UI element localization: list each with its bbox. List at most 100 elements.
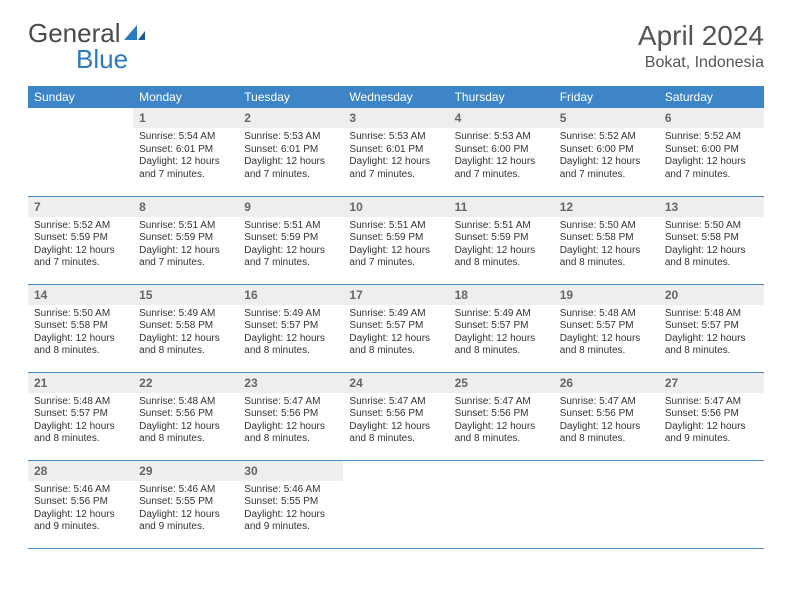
- calendar-day-cell: [554, 460, 659, 548]
- day-body: Sunrise: 5:49 AMSunset: 5:57 PMDaylight:…: [343, 305, 448, 363]
- day-number: 15: [133, 285, 238, 305]
- day-number: 13: [659, 197, 764, 217]
- day-body: Sunrise: 5:52 AMSunset: 5:59 PMDaylight:…: [28, 217, 133, 275]
- calendar-day-cell: 19Sunrise: 5:48 AMSunset: 5:57 PMDayligh…: [554, 284, 659, 372]
- day-body: Sunrise: 5:47 AMSunset: 5:56 PMDaylight:…: [659, 393, 764, 451]
- day-number: 19: [554, 285, 659, 305]
- calendar-day-cell: 11Sunrise: 5:51 AMSunset: 5:59 PMDayligh…: [449, 196, 554, 284]
- calendar-day-cell: 30Sunrise: 5:46 AMSunset: 5:55 PMDayligh…: [238, 460, 343, 548]
- day-number: 20: [659, 285, 764, 305]
- calendar-day-cell: 18Sunrise: 5:49 AMSunset: 5:57 PMDayligh…: [449, 284, 554, 372]
- day-body: Sunrise: 5:52 AMSunset: 6:00 PMDaylight:…: [554, 128, 659, 186]
- dayname-friday: Friday: [554, 86, 659, 108]
- month-title: April 2024: [638, 20, 764, 52]
- day-body: Sunrise: 5:47 AMSunset: 5:56 PMDaylight:…: [554, 393, 659, 451]
- calendar-day-cell: 14Sunrise: 5:50 AMSunset: 5:58 PMDayligh…: [28, 284, 133, 372]
- calendar-day-cell: [343, 460, 448, 548]
- day-body: Sunrise: 5:47 AMSunset: 5:56 PMDaylight:…: [238, 393, 343, 451]
- day-number: 7: [28, 197, 133, 217]
- calendar-day-cell: 20Sunrise: 5:48 AMSunset: 5:57 PMDayligh…: [659, 284, 764, 372]
- day-number: 3: [343, 108, 448, 128]
- calendar-day-cell: 4Sunrise: 5:53 AMSunset: 6:00 PMDaylight…: [449, 108, 554, 196]
- day-body: Sunrise: 5:47 AMSunset: 5:56 PMDaylight:…: [343, 393, 448, 451]
- calendar-day-cell: 8Sunrise: 5:51 AMSunset: 5:59 PMDaylight…: [133, 196, 238, 284]
- day-body: Sunrise: 5:49 AMSunset: 5:58 PMDaylight:…: [133, 305, 238, 363]
- calendar-day-cell: 24Sunrise: 5:47 AMSunset: 5:56 PMDayligh…: [343, 372, 448, 460]
- calendar-week-row: 7Sunrise: 5:52 AMSunset: 5:59 PMDaylight…: [28, 196, 764, 284]
- calendar-day-cell: 9Sunrise: 5:51 AMSunset: 5:59 PMDaylight…: [238, 196, 343, 284]
- day-body: Sunrise: 5:50 AMSunset: 5:58 PMDaylight:…: [554, 217, 659, 275]
- day-number: 23: [238, 373, 343, 393]
- day-number: 30: [238, 461, 343, 481]
- calendar-day-cell: 21Sunrise: 5:48 AMSunset: 5:57 PMDayligh…: [28, 372, 133, 460]
- day-number: 25: [449, 373, 554, 393]
- day-body: Sunrise: 5:53 AMSunset: 6:00 PMDaylight:…: [449, 128, 554, 186]
- day-body: Sunrise: 5:50 AMSunset: 5:58 PMDaylight:…: [659, 217, 764, 275]
- day-body: Sunrise: 5:49 AMSunset: 5:57 PMDaylight:…: [449, 305, 554, 363]
- day-number: 24: [343, 373, 448, 393]
- calendar-day-cell: 10Sunrise: 5:51 AMSunset: 5:59 PMDayligh…: [343, 196, 448, 284]
- dayname-thursday: Thursday: [449, 86, 554, 108]
- day-number: 17: [343, 285, 448, 305]
- day-number: 16: [238, 285, 343, 305]
- day-body: Sunrise: 5:51 AMSunset: 5:59 PMDaylight:…: [238, 217, 343, 275]
- day-body: Sunrise: 5:51 AMSunset: 5:59 PMDaylight:…: [133, 217, 238, 275]
- calendar-body: 1Sunrise: 5:54 AMSunset: 6:01 PMDaylight…: [28, 108, 764, 548]
- day-number: 10: [343, 197, 448, 217]
- day-number: 12: [554, 197, 659, 217]
- day-number: 2: [238, 108, 343, 128]
- day-body: Sunrise: 5:48 AMSunset: 5:57 PMDaylight:…: [554, 305, 659, 363]
- day-number: 21: [28, 373, 133, 393]
- dayname-tuesday: Tuesday: [238, 86, 343, 108]
- calendar-week-row: 1Sunrise: 5:54 AMSunset: 6:01 PMDaylight…: [28, 108, 764, 196]
- day-body: Sunrise: 5:46 AMSunset: 5:56 PMDaylight:…: [28, 481, 133, 539]
- dayname-saturday: Saturday: [659, 86, 764, 108]
- day-body: Sunrise: 5:46 AMSunset: 5:55 PMDaylight:…: [133, 481, 238, 539]
- calendar-day-cell: 6Sunrise: 5:52 AMSunset: 6:00 PMDaylight…: [659, 108, 764, 196]
- calendar-week-row: 14Sunrise: 5:50 AMSunset: 5:58 PMDayligh…: [28, 284, 764, 372]
- calendar-day-cell: 13Sunrise: 5:50 AMSunset: 5:58 PMDayligh…: [659, 196, 764, 284]
- day-number: 29: [133, 461, 238, 481]
- calendar-day-cell: 3Sunrise: 5:53 AMSunset: 6:01 PMDaylight…: [343, 108, 448, 196]
- logo-text-blue: Blue: [76, 44, 128, 74]
- calendar-day-cell: 27Sunrise: 5:47 AMSunset: 5:56 PMDayligh…: [659, 372, 764, 460]
- calendar-day-cell: 1Sunrise: 5:54 AMSunset: 6:01 PMDaylight…: [133, 108, 238, 196]
- calendar-day-cell: [659, 460, 764, 548]
- day-number: 18: [449, 285, 554, 305]
- day-body: Sunrise: 5:53 AMSunset: 6:01 PMDaylight:…: [343, 128, 448, 186]
- day-number: 14: [28, 285, 133, 305]
- calendar-day-cell: 26Sunrise: 5:47 AMSunset: 5:56 PMDayligh…: [554, 372, 659, 460]
- calendar-day-cell: 28Sunrise: 5:46 AMSunset: 5:56 PMDayligh…: [28, 460, 133, 548]
- calendar-day-cell: 22Sunrise: 5:48 AMSunset: 5:56 PMDayligh…: [133, 372, 238, 460]
- day-body: Sunrise: 5:47 AMSunset: 5:56 PMDaylight:…: [449, 393, 554, 451]
- day-number: 9: [238, 197, 343, 217]
- logo-sail-icon: [124, 20, 146, 46]
- day-number: 5: [554, 108, 659, 128]
- dayname-wednesday: Wednesday: [343, 86, 448, 108]
- header: GeneralBlue April 2024 Bokat, Indonesia: [28, 20, 764, 72]
- day-number: 11: [449, 197, 554, 217]
- logo: GeneralBlue: [28, 20, 148, 72]
- day-body: Sunrise: 5:52 AMSunset: 6:00 PMDaylight:…: [659, 128, 764, 186]
- day-number: 4: [449, 108, 554, 128]
- day-body: Sunrise: 5:49 AMSunset: 5:57 PMDaylight:…: [238, 305, 343, 363]
- day-body: Sunrise: 5:48 AMSunset: 5:57 PMDaylight:…: [659, 305, 764, 363]
- calendar-day-cell: 5Sunrise: 5:52 AMSunset: 6:00 PMDaylight…: [554, 108, 659, 196]
- day-body: Sunrise: 5:46 AMSunset: 5:55 PMDaylight:…: [238, 481, 343, 539]
- day-number: 8: [133, 197, 238, 217]
- calendar-day-cell: 25Sunrise: 5:47 AMSunset: 5:56 PMDayligh…: [449, 372, 554, 460]
- day-number: 1: [133, 108, 238, 128]
- day-body: Sunrise: 5:48 AMSunset: 5:56 PMDaylight:…: [133, 393, 238, 451]
- calendar-table: Sunday Monday Tuesday Wednesday Thursday…: [28, 86, 764, 549]
- day-number: 28: [28, 461, 133, 481]
- title-block: April 2024 Bokat, Indonesia: [638, 20, 764, 72]
- dayname-monday: Monday: [133, 86, 238, 108]
- calendar-day-cell: 15Sunrise: 5:49 AMSunset: 5:58 PMDayligh…: [133, 284, 238, 372]
- calendar-week-row: 21Sunrise: 5:48 AMSunset: 5:57 PMDayligh…: [28, 372, 764, 460]
- day-body: Sunrise: 5:51 AMSunset: 5:59 PMDaylight:…: [449, 217, 554, 275]
- day-number: 22: [133, 373, 238, 393]
- calendar-day-cell: 2Sunrise: 5:53 AMSunset: 6:01 PMDaylight…: [238, 108, 343, 196]
- day-body: Sunrise: 5:50 AMSunset: 5:58 PMDaylight:…: [28, 305, 133, 363]
- calendar-week-row: 28Sunrise: 5:46 AMSunset: 5:56 PMDayligh…: [28, 460, 764, 548]
- dayname-sunday: Sunday: [28, 86, 133, 108]
